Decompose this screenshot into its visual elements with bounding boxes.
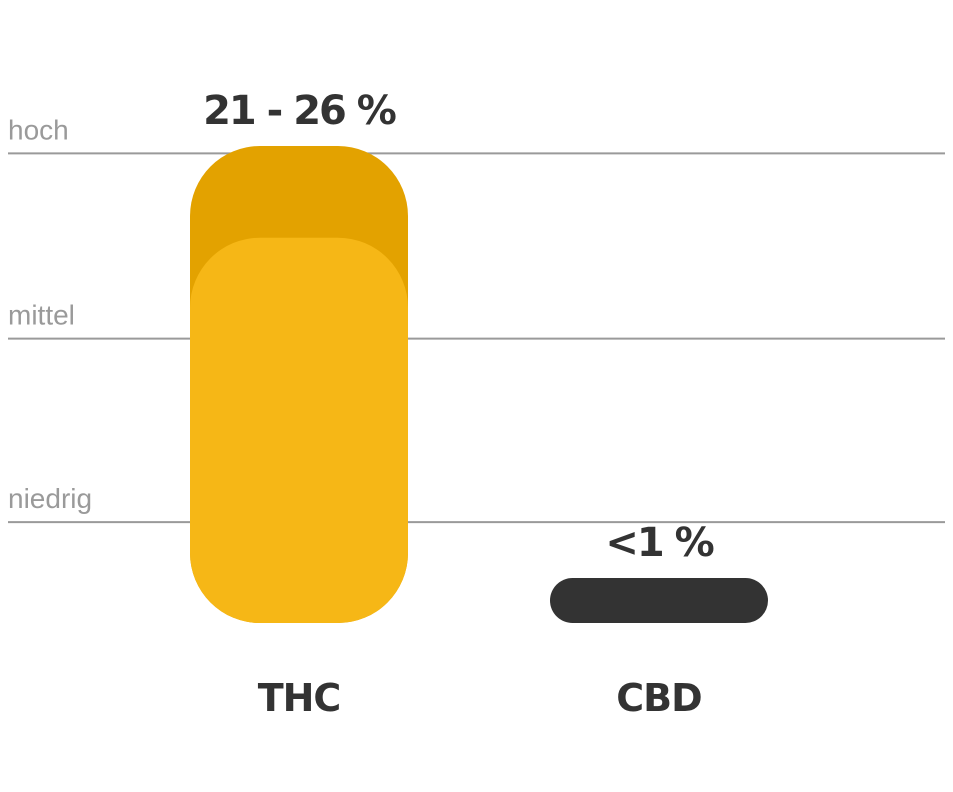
level-label: niedrig bbox=[8, 483, 92, 514]
category-label: CBD bbox=[616, 676, 701, 720]
bar-low bbox=[190, 237, 408, 623]
value-label: <1 % bbox=[605, 520, 713, 566]
level-label: mittel bbox=[8, 300, 75, 331]
bar bbox=[550, 578, 768, 623]
value-label: 21 - 26 % bbox=[203, 88, 396, 134]
level-label: hoch bbox=[8, 114, 69, 145]
category-label: THC bbox=[258, 676, 341, 720]
